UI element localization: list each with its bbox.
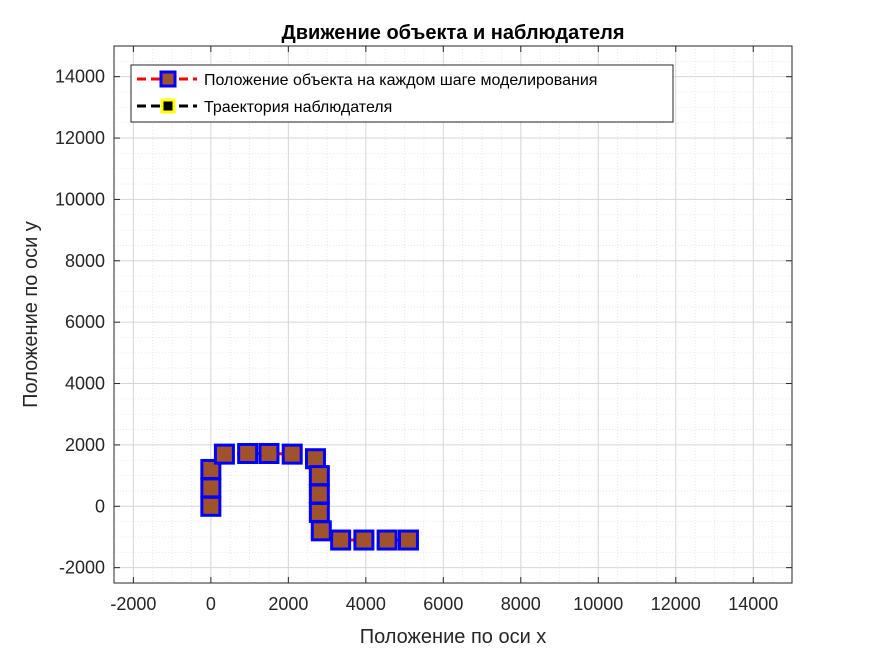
series-point-0 bbox=[308, 483, 330, 505]
series-point-0 bbox=[200, 458, 222, 480]
series-point-0 bbox=[258, 443, 280, 465]
y-tick-label: 4000 bbox=[65, 374, 105, 394]
minor-grid bbox=[113, 45, 793, 584]
y-axis-label: Положение по оси y bbox=[20, 221, 42, 408]
y-tick-label: 2000 bbox=[65, 435, 105, 455]
x-tick-label: 2000 bbox=[268, 594, 308, 614]
series-point-0 bbox=[304, 448, 326, 470]
legend-marker-object bbox=[159, 70, 177, 88]
y-axis-ticks: -2000 0 2000 4000 6000 8000 10000 12000 14000 bbox=[55, 67, 792, 578]
chart-title: Движение объекта и наблюдателя bbox=[282, 22, 625, 44]
series-point-0 bbox=[308, 465, 330, 487]
legend-label-object: Положение объекта на каждом шаге моделир… bbox=[204, 72, 597, 89]
x-tick-label: 6000 bbox=[423, 594, 463, 614]
series-point-0 bbox=[397, 529, 419, 551]
x-tick-label: 8000 bbox=[501, 594, 541, 614]
series-layer bbox=[200, 443, 419, 551]
y-tick-label: 8000 bbox=[65, 251, 105, 271]
series-point-0 bbox=[330, 529, 352, 551]
x-tick-label: 12000 bbox=[651, 594, 701, 614]
legend-label-observer: Траектория наблюдателя bbox=[204, 99, 392, 116]
series-point-0 bbox=[200, 495, 222, 517]
series-point-0 bbox=[200, 477, 222, 499]
series-point-0 bbox=[310, 520, 332, 542]
series-point-0 bbox=[213, 443, 235, 465]
legend-marker-observer bbox=[160, 98, 176, 114]
series-point-0 bbox=[237, 443, 259, 465]
legend: Положение объекта на каждом шаге моделир… bbox=[130, 64, 674, 123]
y-tick-label: -2000 bbox=[59, 558, 105, 578]
x-tick-label: 4000 bbox=[346, 594, 386, 614]
x-axis-ticks: -2000 0 2000 4000 6000 8000 10000 12000 14000 bbox=[110, 46, 778, 614]
axes-box bbox=[113, 45, 793, 584]
series-point-0 bbox=[353, 529, 375, 551]
x-tick-label: 0 bbox=[206, 594, 216, 614]
y-tick-label: 14000 bbox=[55, 67, 105, 87]
legend-box bbox=[130, 64, 674, 123]
y-tick-label: 6000 bbox=[65, 312, 105, 332]
x-axis-label: Положение по оси x bbox=[360, 626, 547, 648]
y-tick-label: 10000 bbox=[55, 189, 105, 209]
x-tick-label: -2000 bbox=[110, 594, 156, 614]
x-tick-label: 14000 bbox=[728, 594, 778, 614]
series-point-0 bbox=[376, 529, 398, 551]
y-tick-label: 12000 bbox=[55, 128, 105, 148]
series-point-0 bbox=[281, 443, 303, 465]
plot-area bbox=[114, 46, 792, 583]
y-tick-label: 0 bbox=[95, 496, 105, 516]
series-point-0 bbox=[308, 501, 330, 523]
x-tick-label: 10000 bbox=[573, 594, 623, 614]
